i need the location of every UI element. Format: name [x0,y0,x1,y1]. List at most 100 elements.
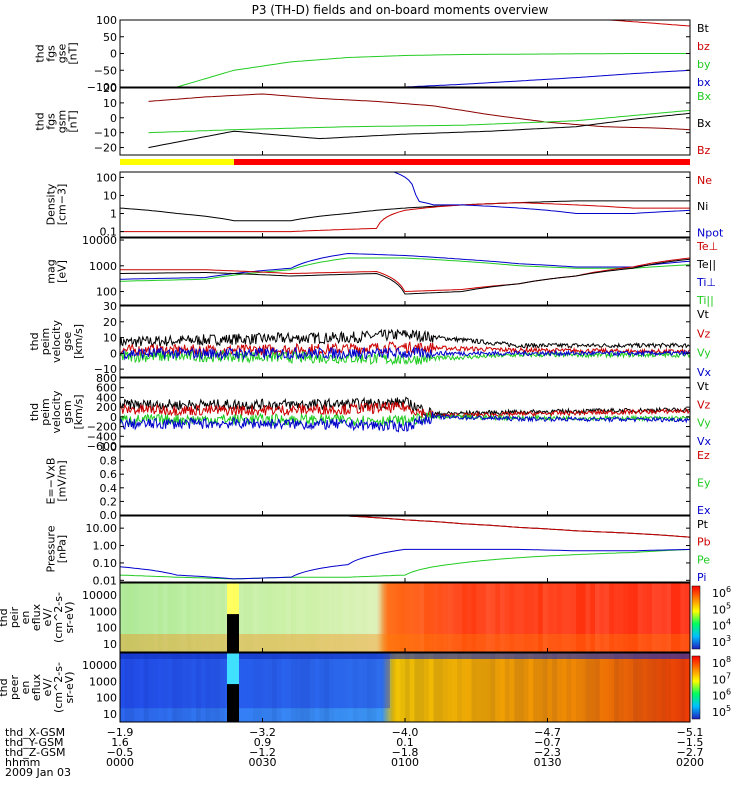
spectrogram-stripe [386,583,391,652]
spectrogram-stripe [362,583,367,652]
spectrogram-stripe [599,653,605,722]
series-line-by [176,53,690,88]
y-tick-label: 10 [103,189,117,202]
series-line-Pe [119,548,691,580]
spectrogram-stripe [419,583,424,652]
legend-entry: Ez [697,449,710,462]
spectrogram-stripe [186,583,192,652]
y-tick-label: 600 [96,382,117,395]
spectrogram-stripe [272,583,277,652]
data-gap [227,684,239,722]
legend-entry: Vy [697,347,711,360]
y-axis-label: Density[cm−3] [45,183,69,225]
spectrogram-stripe [500,653,505,722]
spectrogram-stripe [162,583,168,652]
spectrogram-stripe [466,653,472,722]
spectrogram-stripe [609,653,614,722]
spectrogram-stripe [158,653,163,722]
panel-frame [119,305,691,378]
spectrogram-stripe [628,583,633,652]
spectrogram-stripe [552,653,557,722]
spectrogram-stripe [633,653,638,722]
x-row-value: 0.9 [254,736,272,749]
spectrogram-stripe [495,583,500,652]
x-row-value: 0.1 [396,736,414,749]
spectrogram-stripe [324,583,329,652]
spectrogram-stripe [675,653,681,722]
spectrogram-stripe [248,653,253,722]
spectrogram-stripe [656,653,662,722]
spectrogram-stripe [276,653,282,722]
spectrogram-stripe [129,653,135,722]
spectrogram-stripe [343,583,348,652]
panel-temperature: 10000 1000 100 mag[eV] Te⊥ Te|| Ti⊥ Ti|| [45,234,719,307]
spectrogram-stripe [557,653,562,722]
spectrogram-stripe [262,583,268,652]
y-tick-label: 1 [110,208,117,221]
spectrogram-stripe [424,583,429,652]
spectrogram-stripe [248,583,253,652]
x-row-label: thd_Z-GSM [5,746,65,759]
spectrogram-stripe [414,583,420,652]
y-tick-label: 0.0 [100,509,118,522]
spectrogram-stripe [409,583,415,652]
spectrogram-stripe [566,653,572,722]
spectrogram-stripe [533,653,538,722]
colorbar [691,585,701,650]
panel-frame [119,171,691,238]
y-tick-label: −400 [87,430,117,443]
spectrogram-stripe [409,653,415,722]
spectrogram-stripe [547,583,553,652]
spectrogram-stripe [352,583,358,652]
x-row-value: −4.7 [534,726,561,739]
spectrogram-stripe [685,583,690,652]
spectrogram-stripe [642,653,648,722]
spectrogram-stripe [124,583,130,652]
series-line-Bx [148,109,691,134]
series-line-Ti⊥ [119,252,691,280]
spectrogram-stripe [205,653,211,722]
spectrogram-stripe [238,653,244,722]
spectrogram-stripe [599,583,605,652]
legend-entry: Bx [697,90,712,103]
legend-entry: Ni [697,200,708,213]
spectrogram-stripe [148,653,154,722]
spectrogram-stripe [528,583,534,652]
y-tick-label: 1.0 [100,441,118,454]
x-row-value: −0.5 [107,746,134,759]
spectrogram-stripe [139,583,144,652]
spectrogram-stripe [129,583,135,652]
spectrogram-stripe [509,583,515,652]
spectrogram-stripe [333,653,339,722]
y-tick-label: 0 [110,347,117,360]
spectrogram-stripe [281,583,287,652]
spectrogram-stripe [120,653,125,722]
spectrogram-stripe [490,583,496,652]
legend-entry: Pb [697,536,711,549]
spectrogram-stripe [500,583,505,652]
legend-entry: Ey [697,477,711,490]
spectrogram-stripe [272,653,277,722]
legend-entry: Bt [697,22,710,35]
spectrogram-band [120,653,690,659]
spectrogram-stripe [338,653,344,722]
spectrogram-stripe [504,583,510,652]
x-row-value: −5.1 [677,726,704,739]
spectrogram-stripe [338,583,344,652]
spectrogram-stripe [124,653,130,722]
y-tick-label: −10 [94,127,117,140]
spectrogram-stripe [519,583,524,652]
legend-entry: Vt [697,308,710,321]
spectrogram-stripe [604,583,610,652]
spectrogram-stripe [153,653,158,722]
spectrogram-stripe [314,653,320,722]
spectrogram-image [120,653,690,722]
y-axis-label: thdpeimvelocitygse[km/s] [28,320,85,363]
series-line-bz [590,19,691,27]
data-gap-top [227,583,239,615]
spectrogram-stripe [685,653,690,722]
x-row-value: 0100 [391,756,419,769]
spectrogram-stripe [523,653,529,722]
